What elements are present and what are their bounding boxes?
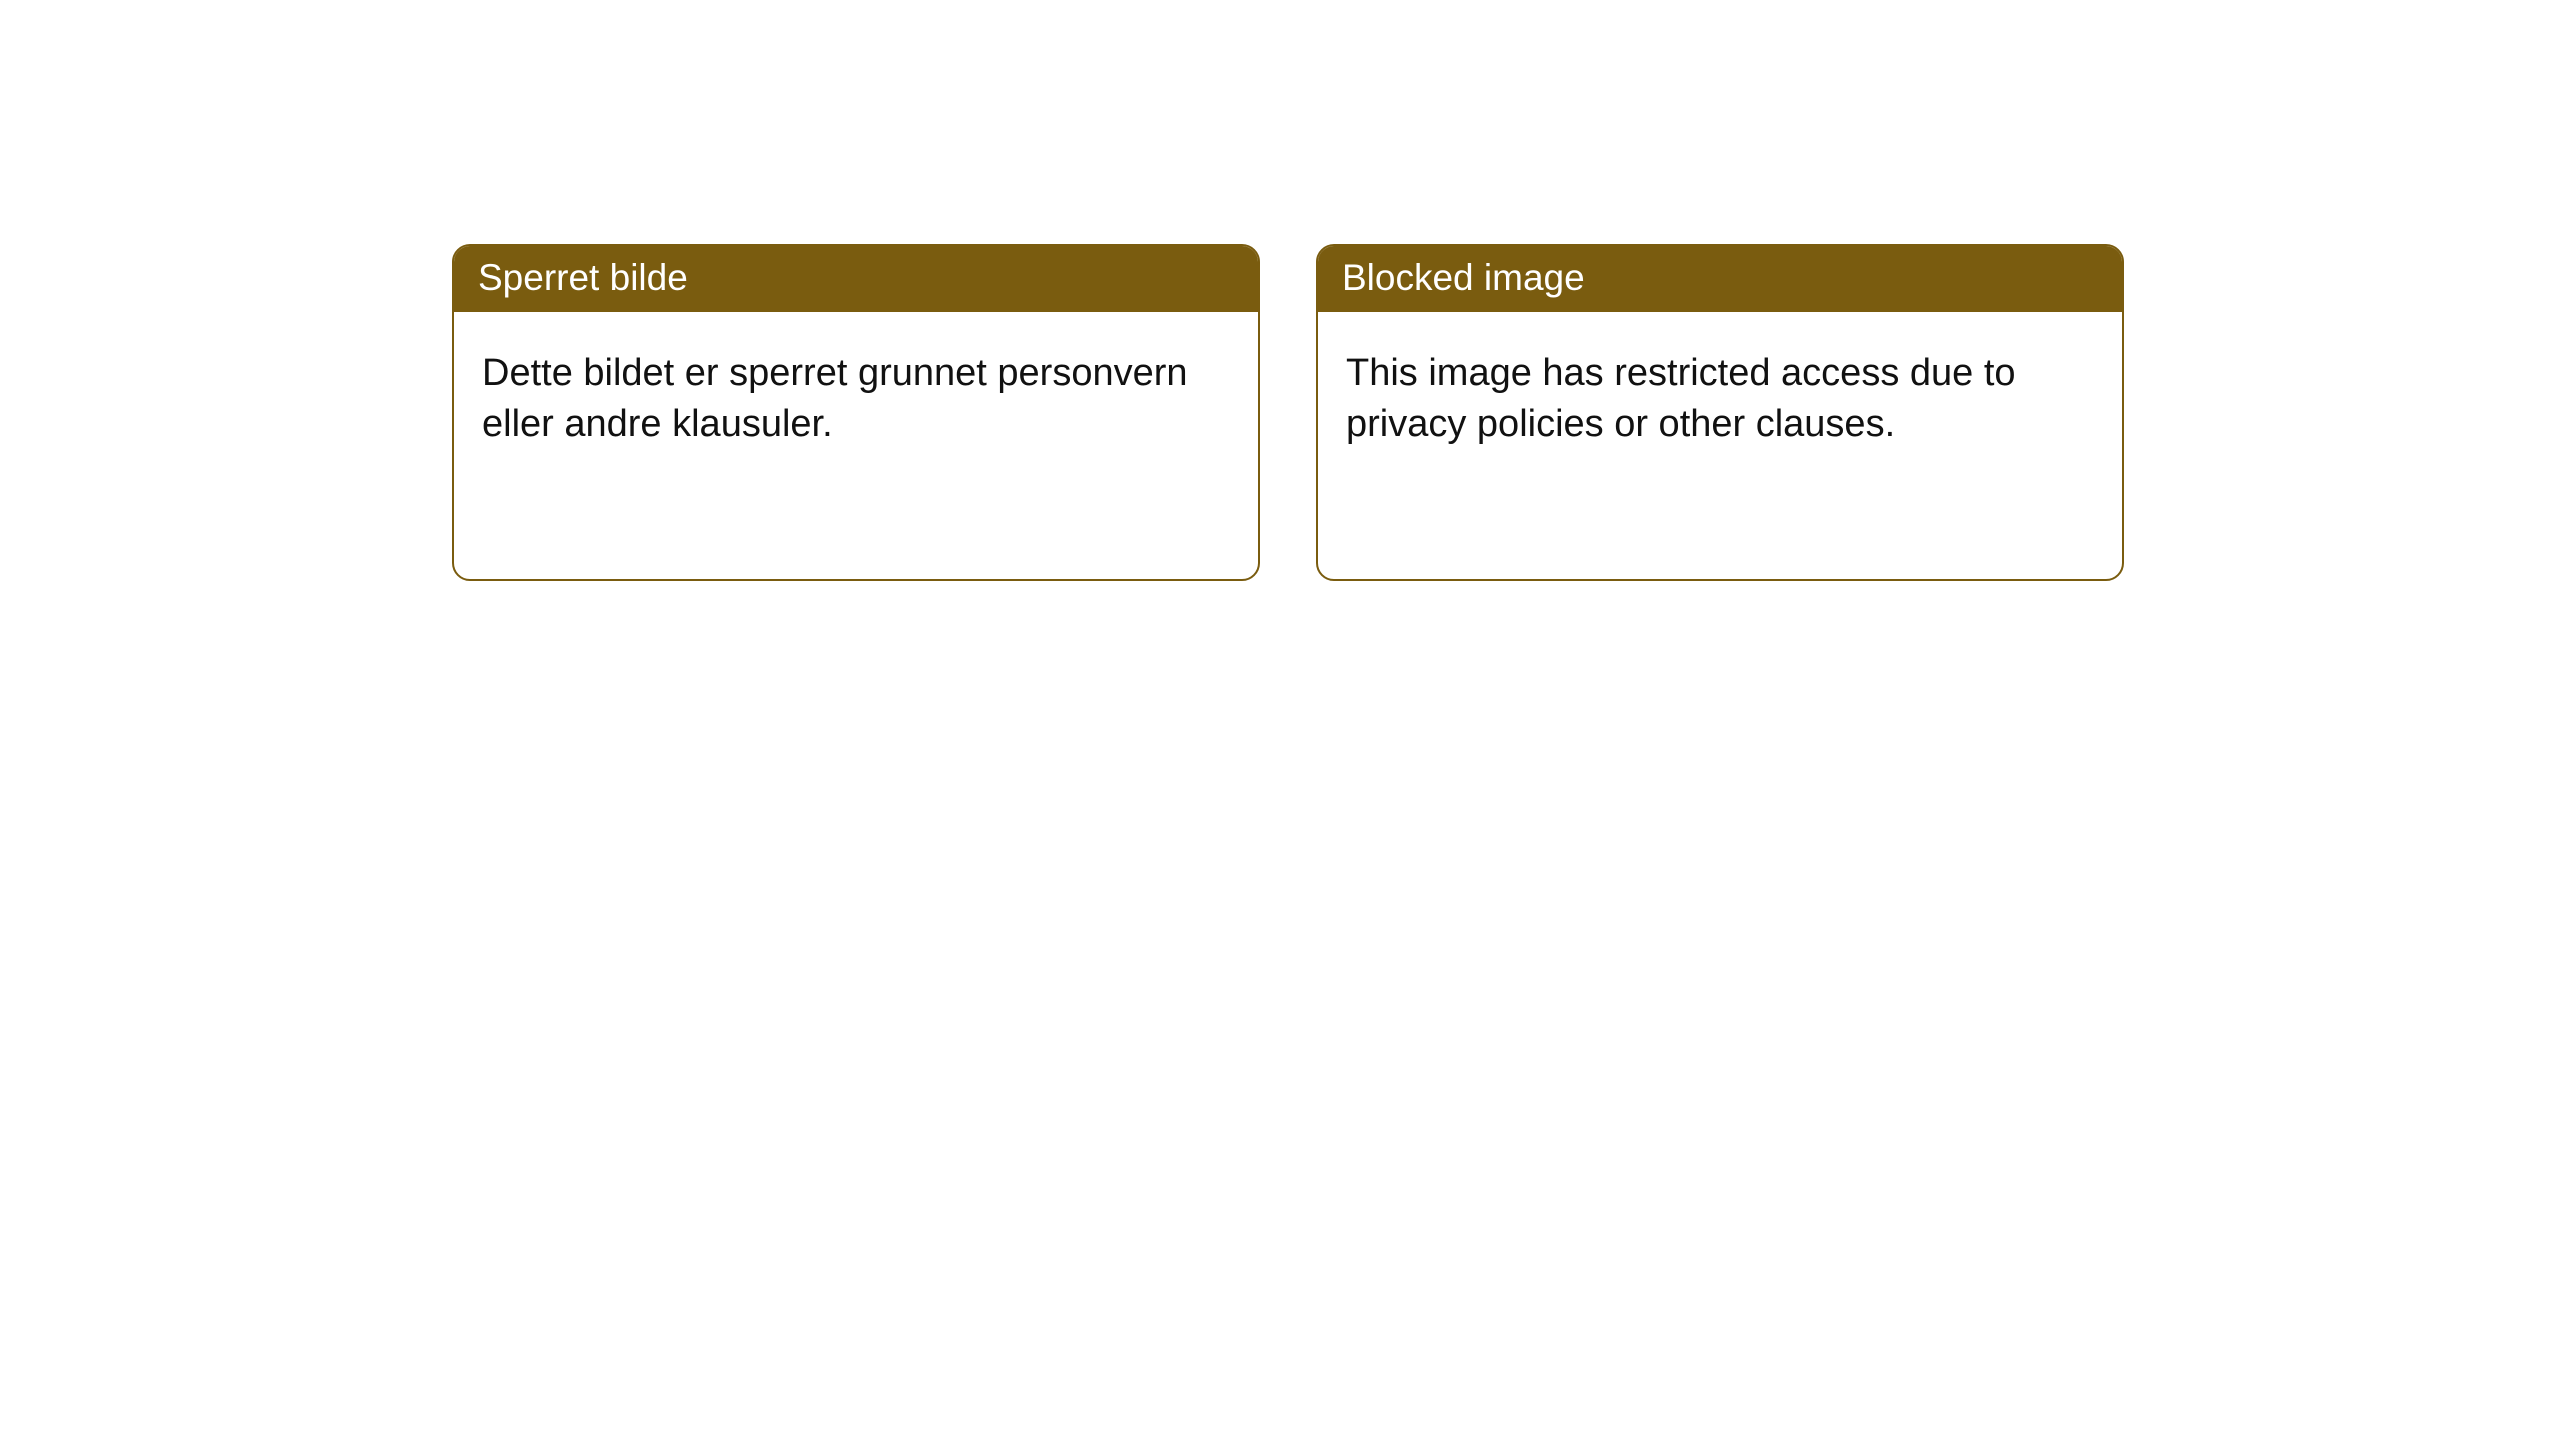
blocked-image-card-en: Blocked image This image has restricted … — [1316, 244, 2124, 581]
card-body-en: This image has restricted access due to … — [1318, 312, 2122, 479]
blocked-image-card-no: Sperret bilde Dette bildet er sperret gr… — [452, 244, 1260, 581]
card-body-no: Dette bildet er sperret grunnet personve… — [454, 312, 1258, 479]
card-header-no: Sperret bilde — [454, 246, 1258, 312]
cards-container: Sperret bilde Dette bildet er sperret gr… — [0, 0, 2560, 581]
card-header-en: Blocked image — [1318, 246, 2122, 312]
